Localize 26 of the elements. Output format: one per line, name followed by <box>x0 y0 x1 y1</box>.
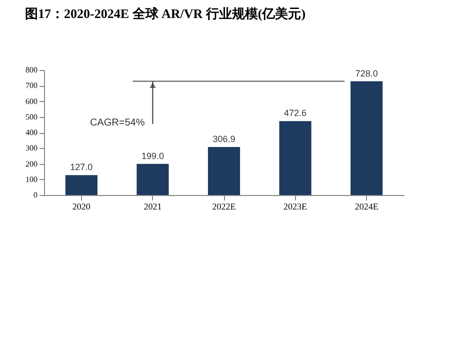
y-tick-label: 400 <box>26 128 38 137</box>
y-tick-label: 700 <box>26 81 38 90</box>
y-tick-label: 200 <box>26 159 38 168</box>
data-label: 199.0 <box>141 150 164 161</box>
data-label: 472.6 <box>284 108 307 118</box>
y-tick-label: 0 <box>34 190 38 200</box>
y-tick-label: 100 <box>26 174 38 184</box>
bar <box>65 175 98 195</box>
chart-title: 图17：2020-2024E 全球 AR/VR 行业规模(亿美元) <box>25 6 306 21</box>
bar <box>136 164 169 195</box>
x-tick-label: 2021 <box>144 202 162 212</box>
x-tick-label: 2024E <box>354 202 379 212</box>
bar <box>279 121 312 195</box>
x-tick-label: 2022E <box>212 202 236 212</box>
data-label: 127.0 <box>70 162 93 172</box>
y-tick-label: 500 <box>26 112 38 122</box>
y-tick-label: 300 <box>26 144 38 153</box>
x-tick-label: 2020 <box>72 202 91 212</box>
annotation: CAGR=54% <box>90 118 145 129</box>
data-label: 306.9 <box>212 134 236 144</box>
x-tick-label: 2023E <box>284 202 308 212</box>
y-tick-label: 600 <box>26 96 38 106</box>
bar <box>350 81 383 195</box>
bar <box>208 147 240 195</box>
y-tick-label: 800 <box>26 66 38 74</box>
data-label: 728.0 <box>355 68 378 78</box>
